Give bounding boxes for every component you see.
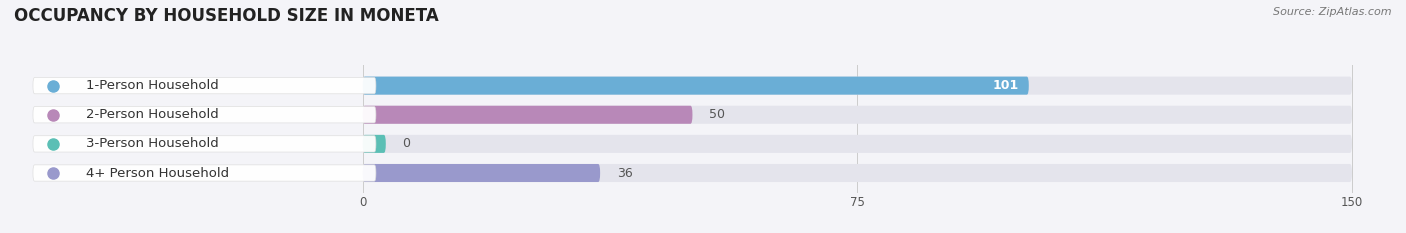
FancyBboxPatch shape bbox=[32, 78, 375, 94]
FancyBboxPatch shape bbox=[32, 165, 375, 181]
FancyBboxPatch shape bbox=[363, 135, 1353, 153]
FancyBboxPatch shape bbox=[363, 164, 600, 182]
Text: 3-Person Household: 3-Person Household bbox=[86, 137, 218, 150]
Text: 101: 101 bbox=[993, 79, 1019, 92]
Text: 1-Person Household: 1-Person Household bbox=[86, 79, 218, 92]
Text: 36: 36 bbox=[617, 167, 633, 179]
FancyBboxPatch shape bbox=[363, 106, 1353, 124]
FancyBboxPatch shape bbox=[363, 164, 1353, 182]
FancyBboxPatch shape bbox=[32, 107, 375, 123]
FancyBboxPatch shape bbox=[32, 136, 375, 152]
Text: OCCUPANCY BY HOUSEHOLD SIZE IN MONETA: OCCUPANCY BY HOUSEHOLD SIZE IN MONETA bbox=[14, 7, 439, 25]
Text: 2-Person Household: 2-Person Household bbox=[86, 108, 218, 121]
Text: Source: ZipAtlas.com: Source: ZipAtlas.com bbox=[1274, 7, 1392, 17]
Text: 0: 0 bbox=[402, 137, 411, 150]
FancyBboxPatch shape bbox=[363, 77, 1353, 95]
FancyBboxPatch shape bbox=[363, 135, 385, 153]
Text: 4+ Person Household: 4+ Person Household bbox=[86, 167, 229, 179]
FancyBboxPatch shape bbox=[363, 106, 693, 124]
FancyBboxPatch shape bbox=[363, 77, 1029, 95]
Text: 50: 50 bbox=[709, 108, 725, 121]
